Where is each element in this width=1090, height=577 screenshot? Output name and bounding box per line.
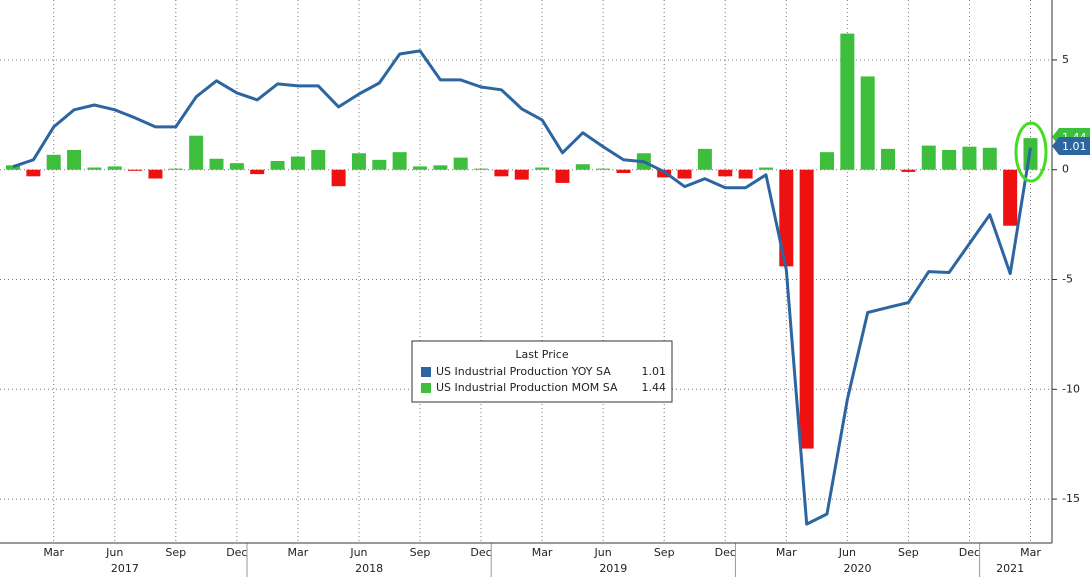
x-tick-label: Mar [532, 546, 553, 559]
bar [514, 169, 529, 180]
bar [962, 146, 977, 170]
bar [372, 159, 387, 170]
value-tag [1052, 137, 1090, 155]
bar [596, 168, 611, 170]
bar [87, 167, 102, 170]
bar [820, 152, 834, 170]
x-tick-label: Sep [410, 546, 431, 559]
bar [474, 168, 489, 170]
y-tick-label: -5 [1062, 273, 1073, 286]
y-tick-label: -10 [1062, 382, 1080, 395]
bar [758, 167, 773, 170]
bar [921, 145, 936, 170]
x-tick-label: Dec [715, 546, 736, 559]
year-label: 2021 [996, 562, 1024, 575]
bar [1003, 169, 1018, 226]
x-tick-label: Mar [288, 546, 309, 559]
bar [209, 158, 224, 170]
bar [555, 169, 570, 183]
x-tick-label: Jun [105, 546, 123, 559]
legend: Last Price US Industrial Production YOY … [411, 340, 673, 403]
y-tick-label: 5 [1062, 53, 1069, 66]
bar [840, 33, 855, 170]
line [12, 49, 1032, 526]
bar [535, 167, 550, 170]
x-tick-label: Sep [165, 546, 186, 559]
year-label: 2018 [355, 562, 383, 575]
bar [738, 169, 753, 179]
x-tick-label: Sep [654, 546, 675, 559]
plot-area [6, 33, 1038, 526]
legend-swatch [421, 383, 431, 393]
x-tick-label: Mar [43, 546, 64, 559]
x-tick-label: Mar [776, 546, 797, 559]
y-tick-label: 0 [1062, 163, 1069, 176]
bar [331, 169, 346, 187]
legend-title: Last Price [515, 348, 568, 361]
bar [46, 154, 61, 170]
bar [860, 76, 875, 170]
bar [901, 169, 916, 172]
y-tick-label: -15 [1062, 492, 1080, 505]
grid [0, 0, 1052, 543]
bar [697, 148, 712, 170]
bar [575, 164, 590, 170]
value-tag-label: 1.01 [1062, 140, 1087, 153]
bar [351, 153, 366, 170]
x-tick-label: Sep [898, 546, 919, 559]
x-tick-label: Jun [594, 546, 612, 559]
legend-label: US Industrial Production MOM SA [436, 381, 618, 394]
bar [453, 157, 468, 170]
bar [413, 166, 427, 170]
bar [677, 169, 692, 179]
x-tick-label: Mar [1020, 546, 1041, 559]
year-label: 2017 [111, 562, 139, 575]
bar [982, 147, 997, 170]
bar [392, 152, 407, 170]
bar [128, 169, 143, 171]
bar [942, 149, 957, 170]
bar [616, 169, 631, 174]
x-tick-label: Jun [838, 546, 856, 559]
legend-box [411, 340, 673, 403]
bar [26, 169, 41, 177]
bar [779, 169, 794, 267]
x-tick-label: Dec [959, 546, 980, 559]
bar [799, 169, 814, 449]
bar [718, 169, 733, 177]
bar [290, 156, 305, 170]
bar [433, 165, 448, 170]
year-label: 2019 [599, 562, 627, 575]
bar [6, 165, 20, 170]
bar [311, 149, 326, 170]
legend-value: 1.01 [642, 365, 667, 378]
bar [250, 169, 265, 175]
year-label: 2020 [844, 562, 872, 575]
bar [657, 169, 672, 178]
x-tick-label: Jun [349, 546, 367, 559]
x-tick-label: Dec [226, 546, 247, 559]
highlight-ellipse [1014, 121, 1048, 183]
bar [881, 148, 896, 170]
bar [168, 168, 183, 170]
bar [229, 163, 244, 170]
bar [148, 169, 163, 179]
bar [67, 149, 82, 170]
legend-swatch [421, 367, 431, 377]
bar [189, 135, 204, 170]
x-tick-label: Dec [470, 546, 491, 559]
bar [494, 169, 509, 177]
bar [107, 166, 122, 170]
bar [270, 160, 285, 170]
legend-value: 1.44 [642, 381, 667, 394]
legend-label: US Industrial Production YOY SA [436, 365, 611, 378]
